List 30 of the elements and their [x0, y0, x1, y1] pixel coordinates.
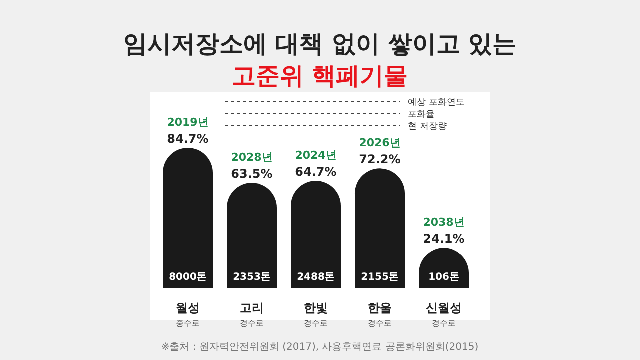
- text: 예상 포화연도: [408, 98, 465, 108]
- bar: [227, 183, 277, 288]
- text: ※출처 : 원자력안전위원회 (2017), 사용후핵연료 공론화위원회(2015): [161, 342, 479, 353]
- annotation: 2026년: [359, 136, 401, 150]
- annotation: 2019년: [167, 116, 209, 129]
- chart-subtitle: 고준위 핵폐기물: [232, 62, 408, 90]
- bar: [291, 181, 341, 288]
- x-tick-label: 한울 경수로: [368, 301, 392, 328]
- annotation: 2028년: [231, 151, 273, 164]
- annotation: 2353톤: [233, 272, 271, 283]
- data-label: 72.2%: [359, 152, 401, 167]
- bar: [163, 148, 213, 288]
- annotation: 2488톤: [297, 272, 335, 283]
- annotation: 2155톤: [361, 272, 399, 283]
- x-tick-label: 고리 경수로: [240, 301, 264, 328]
- data-label: 24.1%: [423, 232, 465, 246]
- annotation: 8000톤: [169, 272, 207, 283]
- x-tick-label: 신월성 경수로: [426, 301, 462, 328]
- annotation: 106톤: [428, 272, 460, 283]
- text: 현 저장량: [408, 122, 447, 132]
- annotation: 2038년: [423, 216, 465, 230]
- data-label: 84.7%: [167, 132, 209, 146]
- annotation: 2024년: [295, 149, 337, 162]
- data-label: 64.7%: [295, 165, 337, 180]
- bar: [355, 168, 405, 288]
- chart-title: 임시저장소에 대책 없이 쌓이고 있는: [123, 30, 517, 58]
- x-tick-label: 한빛 경수로: [304, 301, 328, 328]
- x-tick-label: 월성 중수로: [176, 301, 200, 328]
- text: 포화율: [408, 110, 435, 120]
- data-label: 63.5%: [231, 167, 273, 182]
